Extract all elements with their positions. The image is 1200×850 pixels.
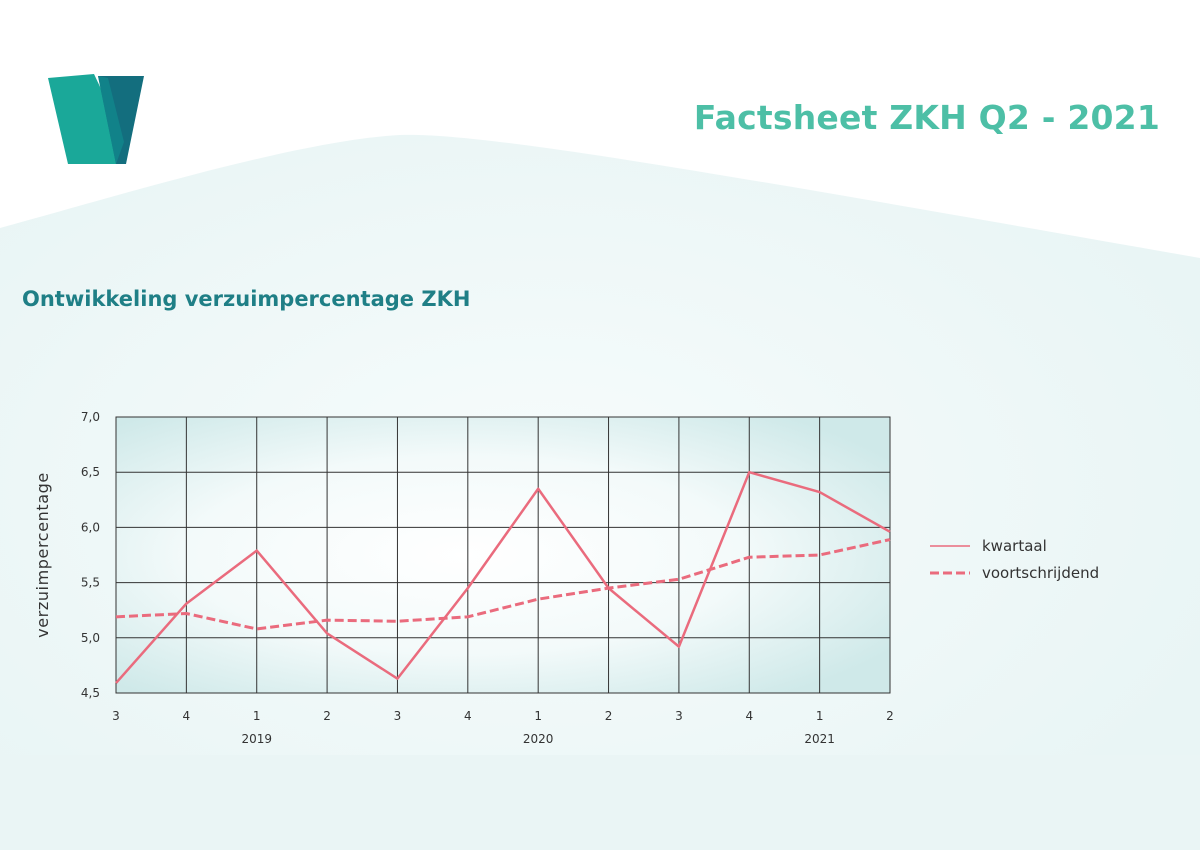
series-lines [115,470,891,684]
chart-subtitle: Ontwikkeling verzuimpercentage ZKH [22,287,471,311]
grid [115,416,891,694]
x-axis: 3 4 1 2 3 4 1 2 3 4 1 2 [112,709,894,723]
series-line-voortschrijdend [115,538,891,631]
x-tick-label: 3 [112,709,120,723]
year-label: 2021 [804,732,835,746]
x-tick-label: 4 [183,709,191,723]
x-tick-label: 4 [745,709,753,723]
x-tick-label: 3 [394,709,402,723]
y-axis-title: verzuimpercentage [33,472,52,638]
x-tick-label: 1 [253,709,261,723]
x-tick-label: 3 [675,709,683,723]
y-axis: 4,5 5,0 5,5 6,0 6,5 7,0 [81,410,100,700]
legend-label-kwartaal: kwartaal [982,537,1047,555]
y-tick-label: 5,0 [81,631,100,645]
y-tick-label: 5,5 [81,576,100,590]
legend: kwartaal voortschrijdend [930,537,1099,582]
y-tick-label: 6,5 [81,465,100,479]
y-tick-label: 4,5 [81,686,100,700]
x-tick-label: 4 [464,709,472,723]
x-tick-label: 1 [534,709,542,723]
y-tick-label: 6,0 [81,520,100,534]
year-label: 2019 [241,732,272,746]
plot-border [115,416,891,694]
year-label: 2020 [523,732,554,746]
line-chart: 4,5 5,0 5,5 6,0 6,5 7,0 3 4 1 2 3 4 1 2 3 4 1 2 2019 2020… [33,410,1099,746]
series-line-kwartaal [115,470,891,684]
x-tick-label: 2 [605,709,613,723]
y-tick-label: 7,0 [81,410,100,424]
plot-area [116,417,890,693]
x-tick-label: 2 [886,709,894,723]
legend-label-voortschrijdend: voortschrijdend [982,564,1099,582]
year-labels: 2019 2020 2021 [241,732,834,746]
v-logo [48,74,144,164]
x-tick-label: 2 [323,709,331,723]
x-tick-label: 1 [816,709,824,723]
page-title: Factsheet ZKH Q2 - 2021 [693,98,1160,137]
